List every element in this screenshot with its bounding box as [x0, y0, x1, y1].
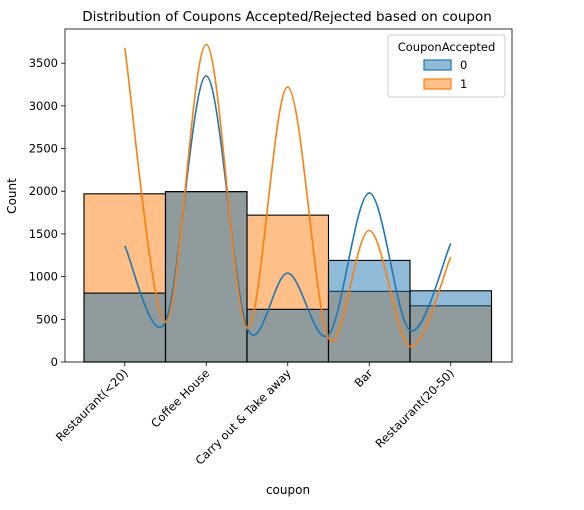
bar-0-1	[83, 292, 167, 363]
legend: CouponAccepted 0 1	[387, 34, 506, 98]
y-tick-label-3000: 3000	[29, 99, 58, 113]
x-tick-label-5: Restaurant(20-50)	[372, 366, 456, 450]
y-tick-label-3500: 3500	[29, 56, 58, 70]
bar-0-4	[327, 259, 411, 363]
x-tick-label-3: Carry out & Take away	[193, 366, 295, 468]
y-tick-label-0: 0	[51, 355, 58, 369]
plot-frame	[64, 28, 513, 363]
x-tick-label-1: Restaurant(<20)	[53, 366, 131, 444]
legend-swatch-0	[423, 59, 452, 71]
legend-swatch-1	[423, 78, 452, 90]
plot-area	[83, 43, 493, 363]
bar-0-2	[164, 191, 248, 363]
y-tick-label-500: 500	[36, 312, 58, 326]
kde-line-1	[123, 43, 452, 348]
chart-title: Distribution of Coupons Accepted/Rejecte…	[82, 9, 492, 25]
legend-label-1: 1	[460, 77, 467, 91]
x-tick-label-4: Bar	[352, 366, 376, 390]
bar-0-5	[409, 290, 493, 363]
y-tick-label-2000: 2000	[29, 184, 58, 198]
bar-0-3	[246, 308, 330, 363]
y-tick-label-1000: 1000	[29, 270, 58, 284]
x-tick-label-2: Coffee House	[148, 366, 212, 430]
y-axis-title: Count	[5, 178, 19, 214]
legend-title: CouponAccepted	[398, 40, 496, 54]
x-axis-title: coupon	[266, 483, 310, 497]
y-tick-label-2500: 2500	[29, 142, 58, 156]
legend-label-0: 0	[460, 58, 467, 72]
y-axis: 0 500 1000 1500 2000 2500 3000 3500	[29, 56, 65, 369]
y-tick-label-1500: 1500	[29, 227, 58, 241]
